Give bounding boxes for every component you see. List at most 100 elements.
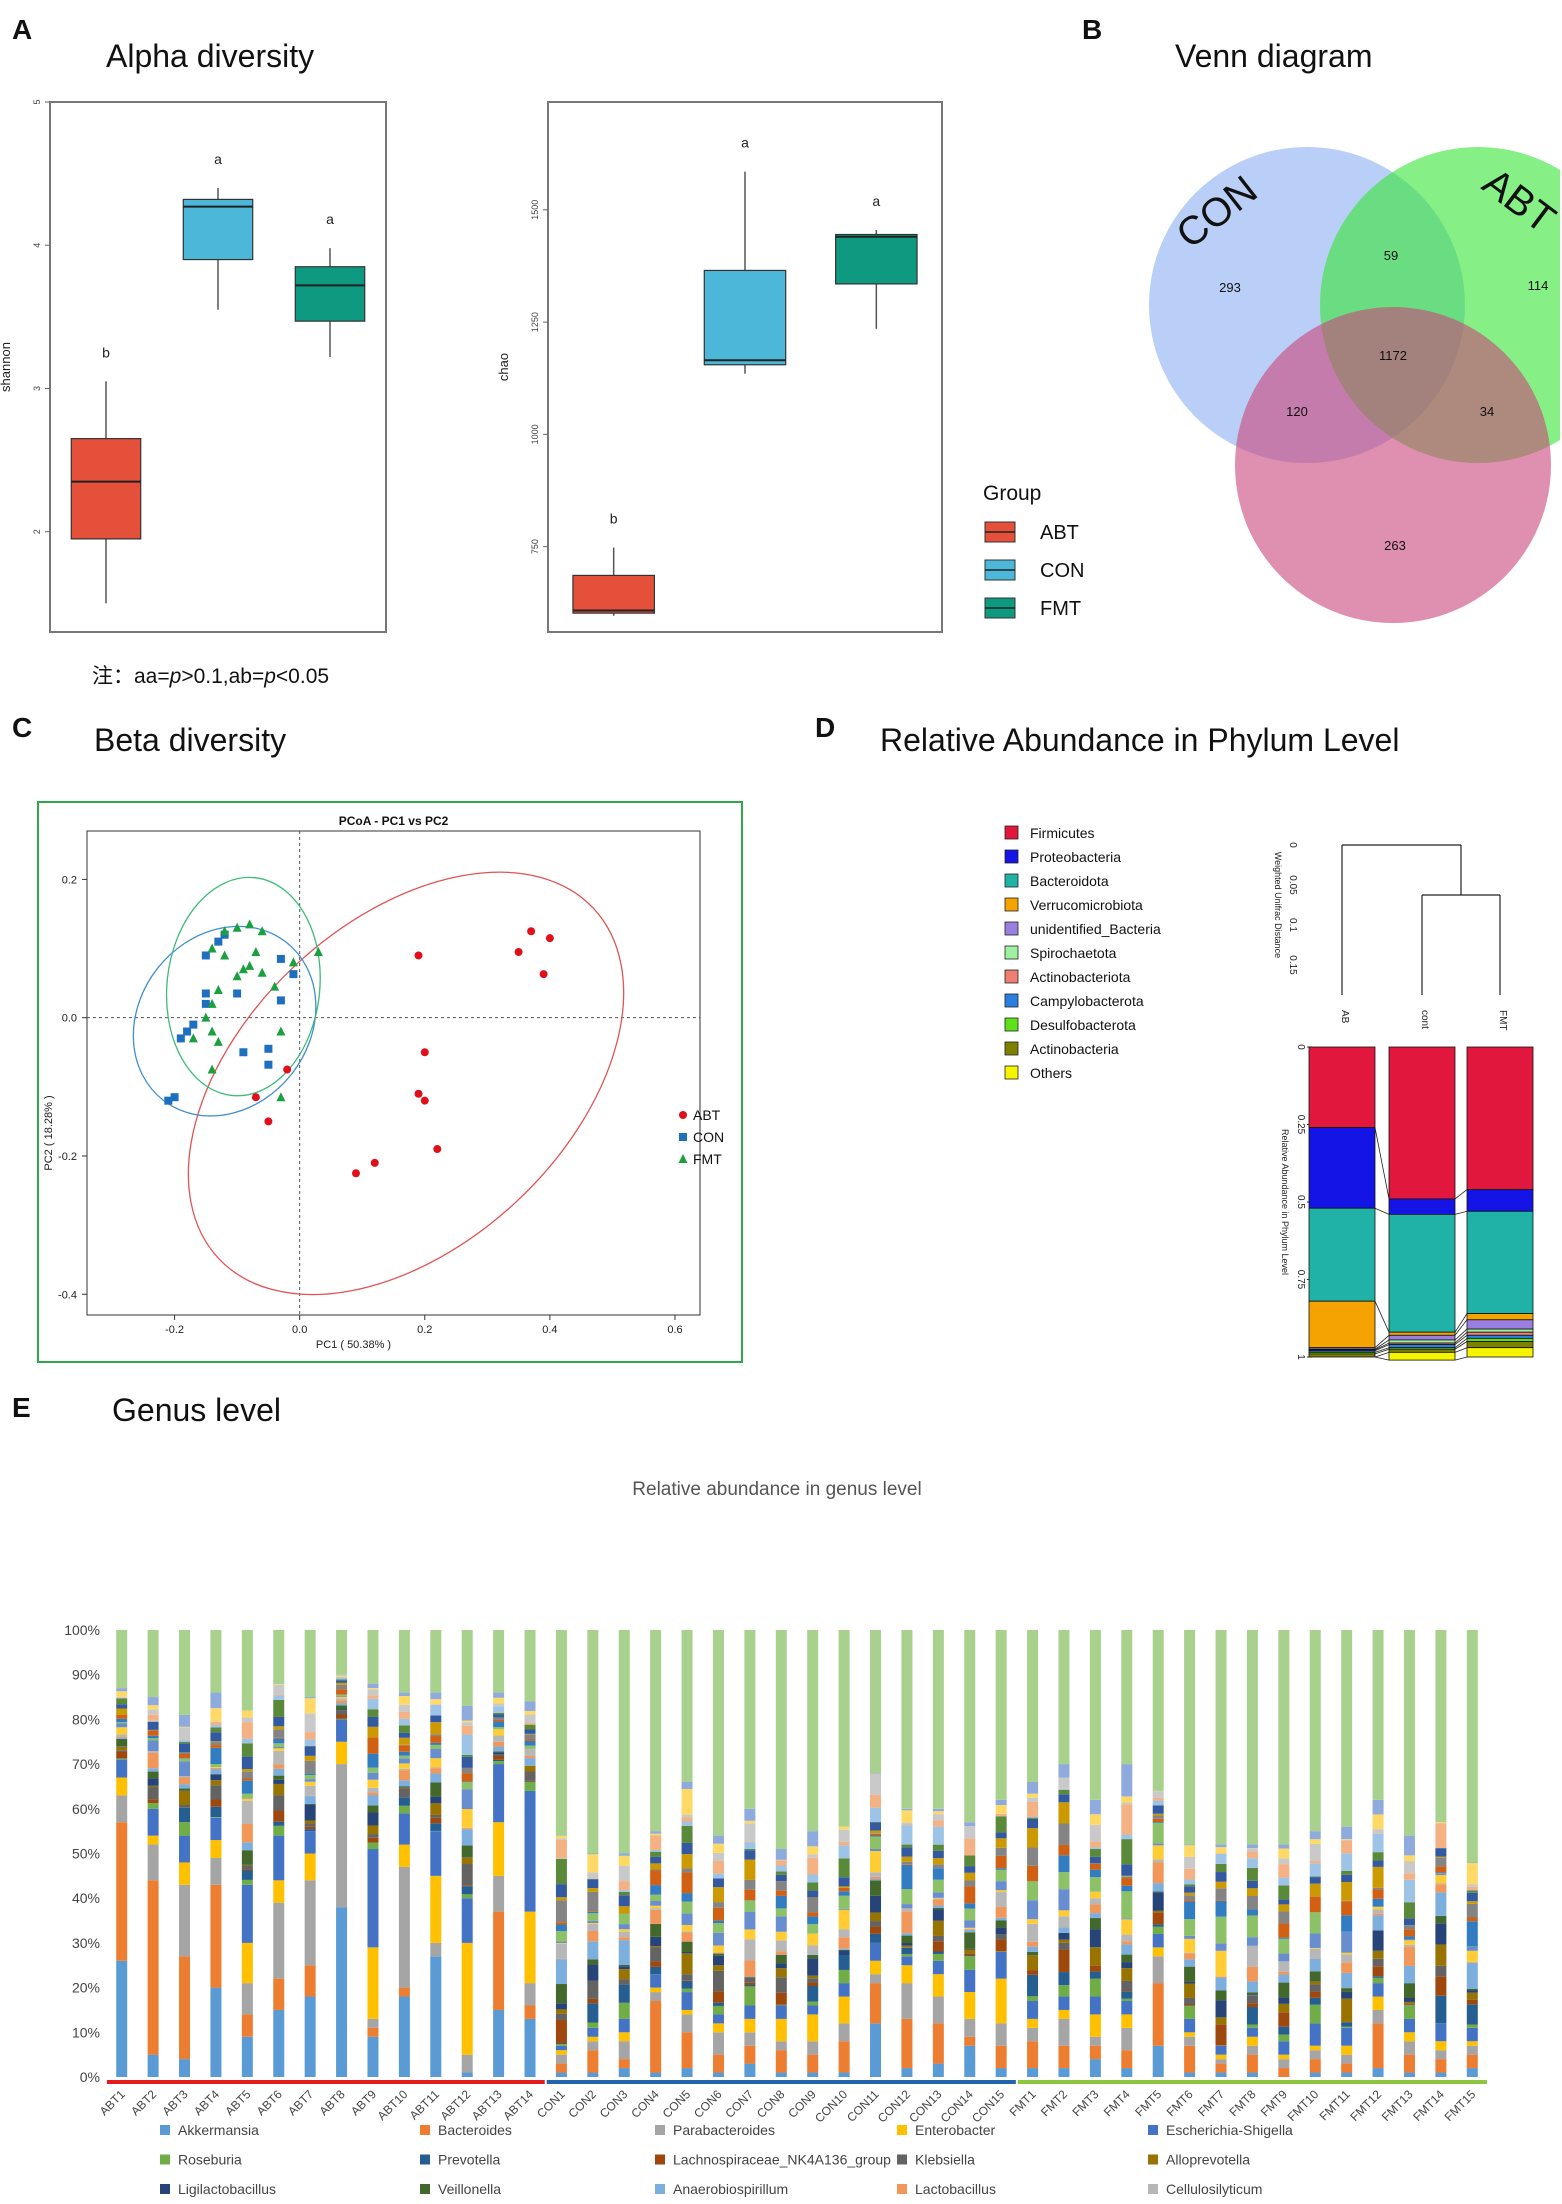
genus-bar-FMT6-Klebsiella [1184,1997,1196,2004]
genus-bar-FMT11-Phascolarctobacterium [1341,1900,1353,1902]
genus-bar-CON3-Enterobacter [618,2032,630,2042]
phylum-bar-FMT-unidentified_Bacteria [1466,1319,1534,1330]
genus-bar-ABT9-Escherichia-Shigella [367,1849,379,1948]
genus-bar-ABT3-Akkermansia [179,2059,191,2077]
genus-bar-ABT6-Akkermansia [273,2009,285,2077]
genus-bar-FMT4-Anaerovibrio [1121,1885,1133,1892]
genus-bar-ABT11-Limosilactobacillus [430,1748,442,1759]
genus-bar-ABT14-Lactobacillus [524,1755,536,1759]
genus-bar-FMT2-UCG-005 [1058,1872,1070,1890]
genus-bar-ABT11-Ligilactobacillus [430,1796,442,1804]
genus-bar-ABT7-Cellulosilyticum [304,1785,316,1796]
shannon-box-CON [182,198,254,261]
genus-bar-FMT9-Parabacteroides [1278,2059,1290,2069]
genus-bar-ABT11-Prevotella [430,1823,442,1831]
genus-bar-FMT10-Colidextribacter [1309,1839,1321,1844]
genus-bar-CON9-Blautia [807,1854,819,1858]
shannon-ylabel: shannon [0,342,13,392]
genus-bar-CON8-Parasutterella [775,1871,787,1875]
genus-sample-label-ABT12: ABT12 [437,2087,473,2123]
genus-bar-FMT14-Akkermansia [1435,2072,1447,2077]
chao-tick-label: 1250 [530,312,540,332]
genus-sample-label-ABT8: ABT8 [317,2087,348,2118]
pcoa-point-CON [201,989,210,998]
genus-bar-ABT9-Prevotella_9 [367,1698,379,1710]
genus-bar-FMT3-Bacteroides [1089,2045,1101,2060]
genus-bar-FMT11-Christensenellaceae_R-7_group [1341,1882,1353,1901]
genus-bar-FMT10-Klebsiella [1309,1984,1321,1992]
genus-sample-label-ABT10: ABT10 [375,2087,411,2123]
genus-bar-ABT6-Phascolarctobacterium [273,1729,285,1738]
genus-bar-ABT13-Phascolarctobacterium [493,1717,505,1720]
genus-bar-FMT6-Lactobacillus [1184,1953,1196,1960]
genus-bar-ABT6-Anaerovibrio [273,1738,285,1744]
genus-bar-FMT5-Clostridium_sensu_stricto_1 [1152,1805,1164,1814]
genus-bar-ABT4-[Eubacterium]_ruminantium_group [210,1745,222,1748]
genus-bar-FMT2-Prevotellaceae_Ga6A1_group [1058,1788,1070,1789]
genus-bar-CON13-Bacteroides [932,2023,944,2064]
genus-bar-CON13-Colidextribacter [932,1811,944,1815]
genus-sample-label-FMT11: FMT11 [1317,2087,1353,2123]
genus-bar-FMT12-[Eubacterium]_ruminantium_group [1372,1889,1384,1899]
genus-bar-FMT11-Limosilactobacillus [1341,1931,1353,1953]
genus-bar-CON15-Parabacteroides [995,2023,1007,2046]
genus-bar-FMT14-Enterobacter [1435,2041,1447,2051]
genus-bar-FMT5-Prevotella [1152,1924,1164,1927]
phylum-connector [1454,1319,1468,1336]
genus-bar-ABT13-Parasutterella [493,1712,505,1715]
genus-bar-FMT6-Parasutterella [1184,1884,1196,1887]
genus-bar-CON11-Romboutsia [870,1851,882,1873]
genus-bar-CON10-Prevotella [838,1954,850,1970]
genus-bar-CON8-Lactobacillus [775,1951,787,1955]
genus-sample-label-ABT1: ABT1 [97,2087,128,2118]
chao-letter-CON: a [741,135,749,151]
genus-bar-ABT13-Parabacteroides [493,1875,505,1912]
genus-bar-ABT6-Prevotella_9 [273,1695,285,1700]
genus-bar-ABT2-Enterobacter [147,1835,159,1845]
genus-bar-FMT3-Treponema [1089,1799,1101,1815]
genus-bar-ABT13-Lactobacillus [493,1741,505,1747]
phylum-ytick-label: 0.75 [1295,1270,1306,1290]
phylum-sample-label-cont: cont [1419,1010,1430,1029]
genus-bar-FMT2-Blautia [1058,1777,1070,1789]
genus-bar-CON5-[Eubacterium]_ruminantium_group [681,1872,693,1894]
genus-bar-ABT4-Ligilactobacillus [210,1774,222,1781]
genus-bar-FMT14-Parabacteroides [1435,2050,1447,2060]
pcoa-point-FMT [288,957,298,967]
genus-bar-ABT11-Klebsiella [430,1814,442,1818]
genus-bar-CON13-Veillonella [932,1907,944,1910]
genus-bar-FMT4-Escherichia-Shigella [1121,2001,1133,2015]
genus-bar-CON12-Anaerovibrio [901,1864,913,1890]
phylum-connector [1454,1347,1468,1353]
genus-bar-ABT13-Klebsiella [493,1754,505,1756]
genus-bar-FMT7-Colidextribacter [1215,1847,1227,1854]
genus-bar-FMT12-Klebsiella [1372,1958,1384,1967]
genus-bar-FMT5-Parabacteroides [1152,1956,1164,1984]
venn-diagram: CONABTFMT29311426359120341172 [1149,147,1560,623]
genus-bar-CON2-Akkermansia [587,2072,599,2077]
genus-legend-label-Parabacteroides: Parabacteroides [673,2122,775,2138]
genus-bar-FMT3-Romboutsia [1089,1891,1101,1899]
genus-bar-ABT9-Veillonella [367,1805,379,1813]
genus-bar-CON8-Enterobacter [775,2018,787,2042]
pcoa-ylabel: PC2 ( 18.28% ) [43,1095,55,1170]
genus-bar-CON10-Limosilactobacillus [838,1908,850,1910]
genus-bar-CON1-Veillonella [555,1984,567,2004]
genus-legend-swatch-Roseburia [160,2154,170,2165]
genus-bar-FMT8-Limosilactobacillus [1246,1937,1258,1946]
genus-bar-CON4-Colidextribacter [650,1833,662,1836]
genus-bar-FMT2-Phascolarctobacterium [1058,1823,1070,1845]
genus-bar-CON1-Limosilactobacillus [555,1941,567,1944]
genus-sample-label-FMT4: FMT4 [1101,2087,1133,2119]
genus-bar-CON8-Escherichia-Shigella [775,2005,787,2019]
genus-legend-label-Klebsiella: Klebsiella [915,2152,975,2168]
pcoa-point-FMT [257,926,267,936]
genus-legend-swatch-Prevotella [420,2154,430,2165]
genus-bar-FMT15-Treponema [1466,1862,1478,1864]
pcoa-point-CON [264,1060,273,1069]
genus-ytick-label: 100% [64,1622,100,1638]
pcoa-ellipse-FMT [165,876,321,1097]
genus-bar-ABT10-Anaerovibrio [398,1751,410,1756]
genus-bar-CON6-Prevotella_9 [712,1873,724,1879]
genus-bar-ABT4-Romboutsia [210,1767,222,1768]
